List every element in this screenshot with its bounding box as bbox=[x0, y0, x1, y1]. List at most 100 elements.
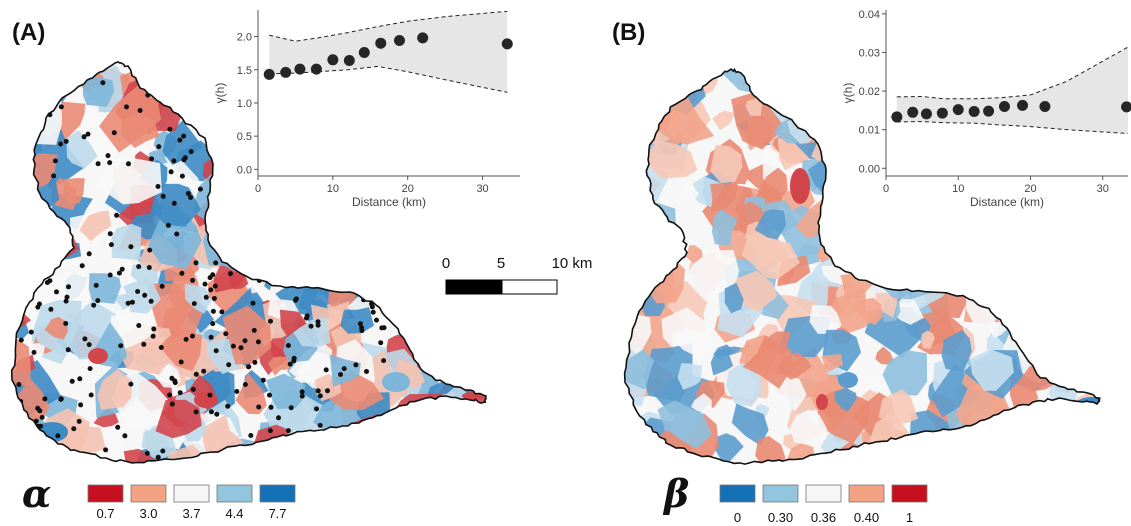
sample-point bbox=[208, 287, 214, 293]
variogram-inset-a: 0.0 0.5 1.0 1.5 2.0 0 10 20 30 Distance (km) γ(h) bbox=[213, 10, 520, 209]
legend-label: 0 bbox=[734, 510, 741, 525]
sample-point bbox=[256, 404, 262, 410]
sample-point bbox=[177, 137, 183, 143]
sample-point bbox=[174, 104, 179, 110]
sample-point bbox=[190, 277, 196, 283]
catchment-outline-b bbox=[623, 67, 1102, 465]
sample-point bbox=[291, 355, 297, 361]
sample-point bbox=[144, 450, 150, 456]
sample-point bbox=[122, 433, 128, 439]
sample-point bbox=[248, 433, 254, 438]
legend-label: 7.7 bbox=[268, 506, 286, 521]
sample-point bbox=[39, 414, 45, 420]
legend-label: 4.4 bbox=[225, 506, 243, 521]
sample-point bbox=[208, 334, 214, 340]
y-tick-label: 0.0 bbox=[237, 164, 252, 176]
legend-beta: β 0 0.30 0.36 0.40 1 bbox=[662, 471, 928, 525]
sample-point bbox=[190, 386, 196, 392]
sample-point bbox=[103, 447, 109, 453]
sample-point bbox=[276, 415, 281, 421]
sample-point bbox=[210, 321, 216, 327]
sample-point bbox=[34, 272, 40, 278]
sample-point bbox=[323, 367, 329, 373]
sample-point bbox=[82, 336, 88, 342]
legend-swatch bbox=[762, 484, 799, 503]
sample-point bbox=[179, 270, 185, 276]
variogram-point bbox=[1121, 101, 1131, 113]
map-alpha bbox=[10, 61, 488, 464]
sample-point bbox=[242, 338, 248, 344]
sample-point bbox=[279, 249, 285, 255]
sample-point bbox=[211, 296, 217, 301]
sample-point bbox=[155, 454, 161, 460]
sample-point bbox=[146, 265, 152, 270]
sample-point bbox=[317, 393, 323, 399]
sample-point bbox=[246, 364, 252, 370]
sample-point bbox=[182, 155, 188, 161]
legend-swatch bbox=[87, 484, 124, 503]
sample-point bbox=[188, 195, 194, 200]
sample-point bbox=[208, 117, 214, 123]
sample-point bbox=[42, 396, 48, 402]
sample-point bbox=[63, 321, 69, 326]
sample-point bbox=[172, 380, 178, 386]
sample-point bbox=[255, 339, 261, 345]
sample-point bbox=[315, 388, 321, 394]
y-tick-label: 2.0 bbox=[237, 32, 252, 44]
sample-point bbox=[54, 289, 59, 295]
sample-point bbox=[28, 263, 34, 269]
sample-point bbox=[338, 372, 343, 377]
variogram-point bbox=[952, 104, 964, 116]
legend-label: 0.40 bbox=[854, 510, 879, 525]
sample-point bbox=[285, 343, 291, 348]
sample-point bbox=[209, 409, 214, 415]
sample-point bbox=[290, 259, 296, 265]
legend-label: 3.7 bbox=[182, 506, 200, 521]
variogram-point bbox=[358, 46, 370, 58]
envelope-band bbox=[269, 11, 508, 93]
sample-point bbox=[364, 369, 369, 374]
legend-label: 0.7 bbox=[96, 506, 114, 521]
legend-label: 0.30 bbox=[768, 510, 793, 525]
sample-point bbox=[181, 133, 187, 139]
sample-point bbox=[93, 282, 99, 288]
sample-point bbox=[228, 271, 233, 277]
sample-point bbox=[225, 403, 231, 409]
variogram-point bbox=[327, 54, 339, 66]
sample-point bbox=[276, 273, 282, 279]
sample-point bbox=[42, 248, 47, 253]
sample-point bbox=[124, 104, 129, 110]
beta-symbol: β bbox=[662, 471, 689, 516]
sample-point bbox=[283, 276, 289, 282]
legend-label: 3.0 bbox=[139, 506, 157, 521]
x-tick-label: 10 bbox=[952, 183, 964, 195]
sample-point bbox=[188, 149, 194, 155]
sample-point bbox=[201, 368, 207, 374]
sample-point bbox=[63, 298, 69, 304]
sample-point bbox=[149, 156, 155, 162]
variogram-point bbox=[294, 63, 306, 75]
y-tick-label: 1.5 bbox=[237, 65, 252, 77]
sample-point bbox=[183, 336, 189, 342]
sample-point bbox=[119, 266, 125, 272]
sample-point bbox=[58, 104, 64, 110]
sample-point bbox=[71, 426, 77, 432]
sample-point bbox=[379, 325, 385, 331]
sample-point bbox=[308, 323, 314, 329]
variogram-point bbox=[998, 101, 1010, 113]
y-tick-label: 0.5 bbox=[237, 131, 252, 143]
sample-point bbox=[185, 191, 191, 196]
sample-point bbox=[268, 318, 273, 324]
x-tick-label: 10 bbox=[327, 183, 339, 195]
sample-point bbox=[148, 298, 154, 304]
sample-point bbox=[288, 436, 294, 441]
legend-swatch bbox=[848, 484, 885, 503]
scale-label-5: 5 bbox=[497, 255, 505, 272]
sample-point bbox=[169, 401, 175, 407]
sample-point bbox=[319, 434, 325, 440]
sample-point bbox=[268, 404, 274, 410]
envelope-lower-line bbox=[896, 121, 1129, 135]
sample-point bbox=[20, 434, 26, 440]
sample-point bbox=[242, 382, 248, 387]
variogram-point bbox=[375, 37, 387, 49]
